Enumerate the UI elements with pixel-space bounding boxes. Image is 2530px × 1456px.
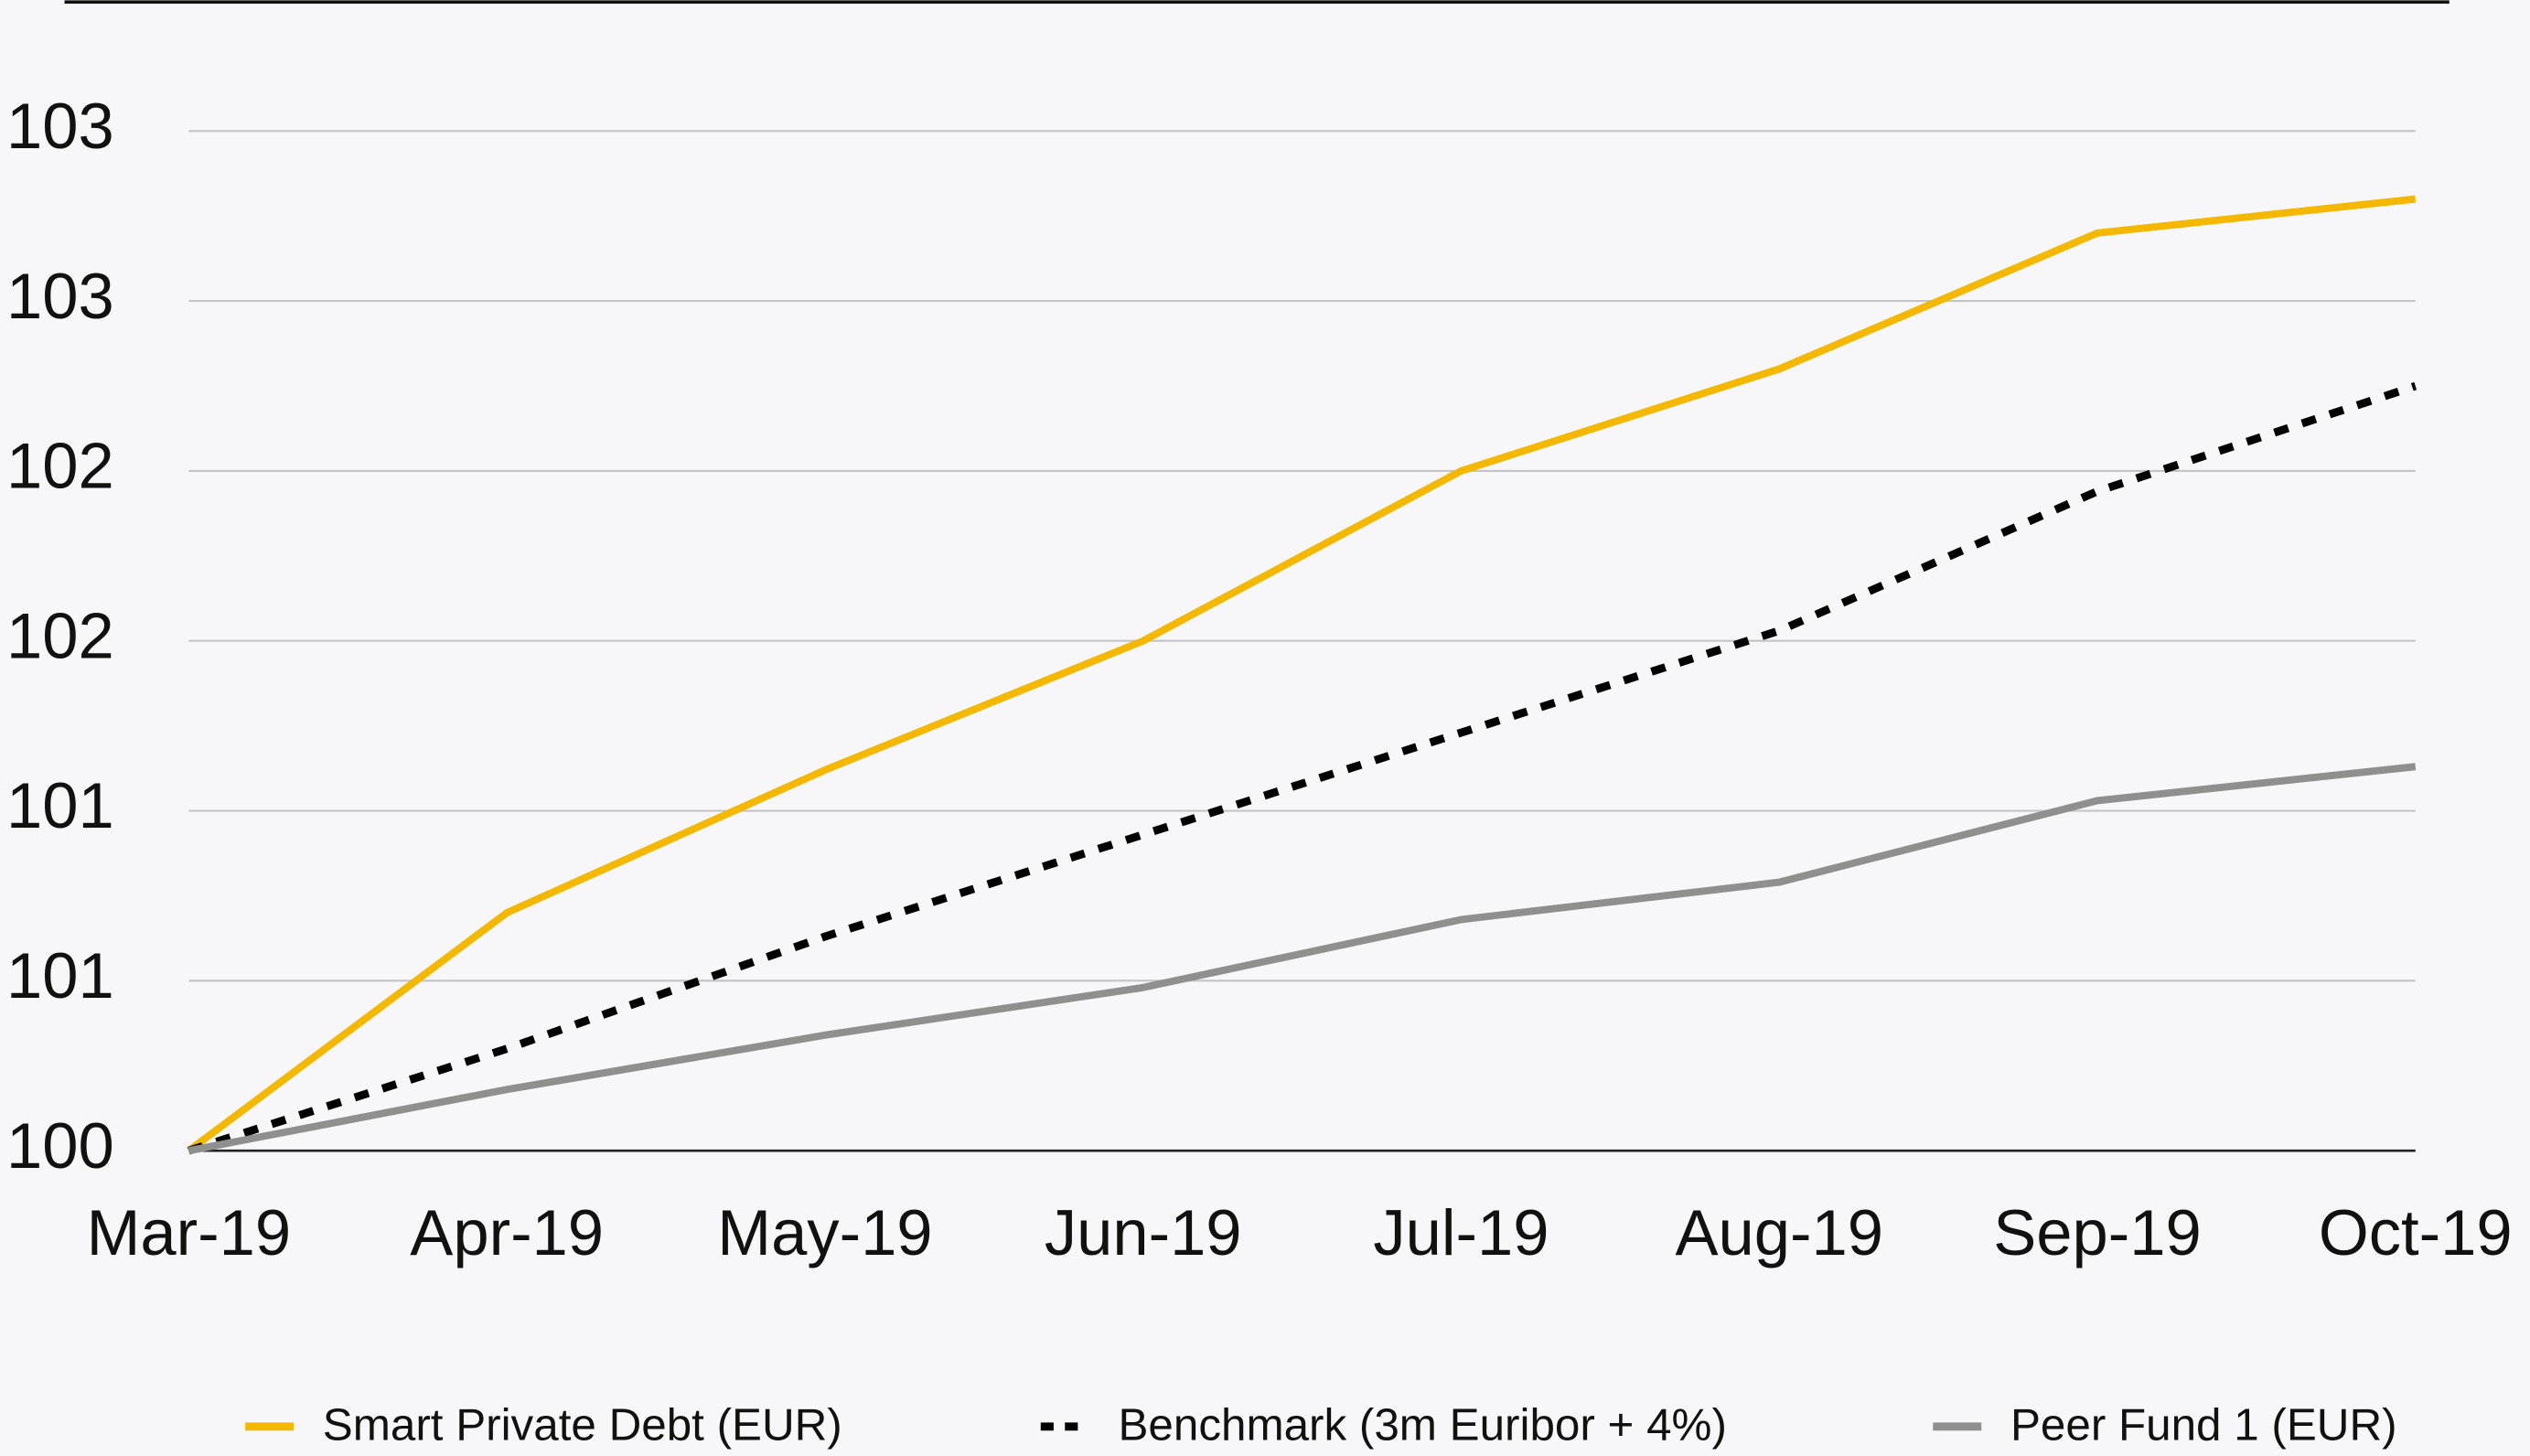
x-tick-label: Mar-19 bbox=[87, 1196, 291, 1269]
legend-label: Smart Private Debt (EUR) bbox=[323, 1400, 842, 1451]
y-tick-label: 101 bbox=[6, 769, 114, 841]
legend-label: Benchmark (3m Euribor + 4%) bbox=[1118, 1400, 1726, 1451]
y-tick-label: 101 bbox=[6, 939, 114, 1012]
y-tick-label: 103 bbox=[6, 260, 114, 332]
series-line bbox=[187, 195, 2417, 1154]
series-line bbox=[188, 763, 2417, 1155]
x-tick-label: Aug-19 bbox=[1675, 1196, 1883, 1269]
y-tick-label: 102 bbox=[6, 599, 114, 671]
y-tick-label: 100 bbox=[6, 1109, 114, 1182]
x-tick-label: Apr-19 bbox=[410, 1196, 604, 1269]
x-tick-label: Sep-19 bbox=[1993, 1196, 2202, 1269]
y-tick-label: 103 bbox=[6, 90, 114, 162]
x-tick-label: Oct-19 bbox=[2319, 1196, 2513, 1269]
y-tick-label: 102 bbox=[6, 430, 114, 502]
legend-label: Peer Fund 1 (EUR) bbox=[2010, 1400, 2397, 1451]
x-tick-label: Jun-19 bbox=[1045, 1196, 1242, 1269]
x-tick-label: Jul-19 bbox=[1373, 1196, 1549, 1269]
series-line bbox=[188, 381, 2417, 1155]
x-tick-label: May-19 bbox=[717, 1196, 932, 1269]
